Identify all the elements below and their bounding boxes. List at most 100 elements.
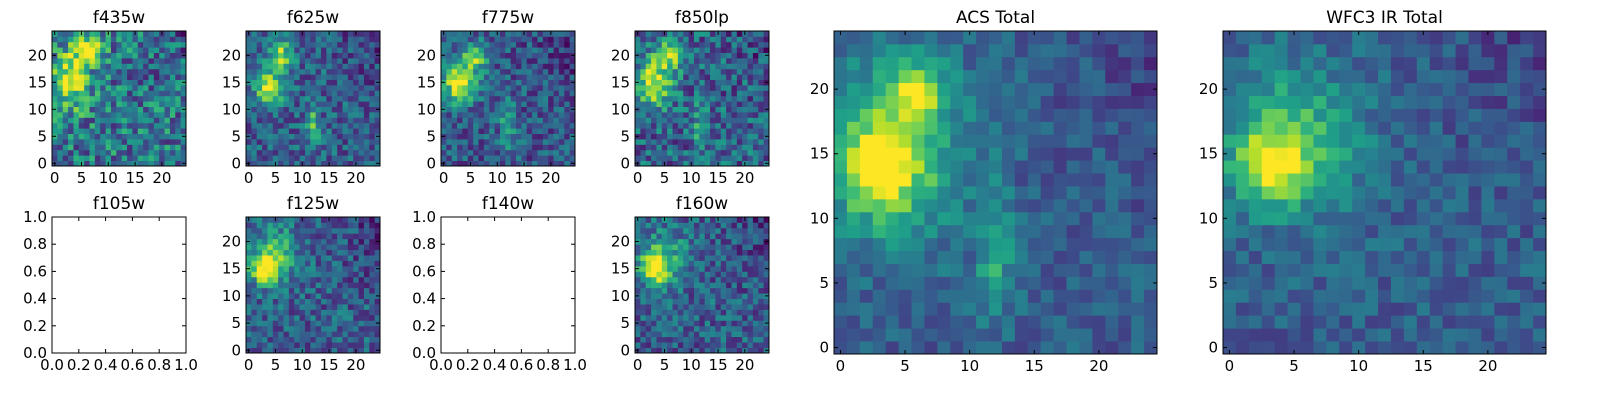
heatmap-cell [337,331,343,338]
heatmap-cell [262,244,268,251]
heatmap-cell [1416,250,1431,264]
heatmap-cell [299,112,306,118]
heatmap-cell [132,52,139,59]
heatmap-cell [683,304,689,310]
heatmap-cell [859,211,874,226]
heatmap-cell [278,117,284,124]
heatmap-cell [278,149,284,156]
heatmap-cell [105,133,112,140]
heatmap-cell [715,342,722,348]
heatmap-cell [1079,160,1093,174]
heatmap-cell [137,106,144,113]
heatmap-cell [326,331,333,338]
heatmap-cell [1027,276,1042,290]
heatmap-cell [548,58,554,64]
heatmap-cell [726,155,732,161]
heatmap-cell [1040,43,1055,58]
heatmap-cell [116,128,123,134]
heatmap-cell [127,133,133,140]
heatmap-cell [548,122,554,129]
heatmap-cell [363,238,370,245]
heatmap-cell [358,249,365,256]
heatmap-cell [132,149,139,156]
heatmap-cell [57,36,64,43]
heatmap-cell [704,79,711,86]
heatmap-cell [859,186,874,200]
heatmap-cell [78,128,85,134]
heatmap-cell [116,52,123,59]
heatmap-cell [272,293,279,299]
heatmap-cell [1378,315,1392,329]
heatmap-cell [299,63,306,70]
heatmap-cell [1131,263,1145,277]
heatmap-cell [374,309,381,316]
heatmap-cell [94,133,101,140]
heatmap-cell [483,144,490,151]
heatmap-cells [52,31,187,167]
heatmap-cell [1144,95,1158,109]
heatmap-cell [251,79,258,86]
heatmap-cell [251,320,258,327]
heatmap-cell [672,106,679,113]
heatmap-cell [661,63,668,70]
heatmap-cell [989,108,1003,122]
heatmap-cell [885,43,899,58]
heatmap-cell [73,139,80,145]
heatmap-cell [310,58,317,64]
heatmap-cell [478,31,485,37]
heatmap-cell [358,336,365,343]
heatmap-cell [564,106,571,113]
heatmap-cell [1520,289,1534,303]
y-tick-label: 15 [611,73,630,91]
heatmap-cell [747,233,754,240]
heatmap-cell [1339,198,1353,213]
heatmap-cell [710,265,716,272]
heatmap-cell [159,95,165,102]
heatmap-cell [68,52,74,59]
heatmap-cell [1261,341,1276,355]
heatmap-cell [693,271,700,278]
heatmap-cell [347,117,354,124]
heatmap-cell [310,112,317,118]
heatmap-cell [1287,250,1301,264]
heatmap-cell [710,282,716,289]
heatmap-cell [710,74,716,80]
heatmap-cell [374,47,381,53]
heatmap-cell [331,85,338,91]
heatmap-cell [859,56,874,71]
x-tick-label: 20 [541,169,560,187]
heatmap-cell [288,265,295,272]
heatmap-cell [976,263,990,277]
heatmap-cell [331,304,338,310]
heatmap-cell [467,133,474,140]
heatmap-cell [321,342,327,348]
heatmap-cell [667,85,673,91]
heatmap-cell [537,90,544,97]
heatmap-cell [489,128,495,134]
heatmap-cell [143,139,149,145]
heatmap-cell [1235,224,1250,239]
heatmap-cell [651,95,657,102]
heatmap-cell [872,224,887,239]
heatmap-cell [564,160,571,167]
heatmap-cell [473,52,479,59]
heatmap-cell [94,36,101,43]
heatmap-cell [331,331,338,338]
heatmap-cell [526,85,533,91]
heatmap-cell [251,222,258,229]
heatmap-cell [736,133,743,140]
heatmap-cell [137,112,144,118]
x-tick-label: 20 [346,356,365,374]
heatmap-cell [132,95,139,102]
heatmap-cell [294,47,300,53]
heatmap-cell [294,238,300,245]
heatmap-cell [553,122,560,129]
heatmap-cell [667,68,673,75]
heatmap-cell [683,112,689,118]
heatmap-cell [153,47,160,53]
heatmap-cell [369,233,376,240]
heatmap-cell [537,149,544,156]
x-tick-label: 5 [77,169,87,187]
heatmap-cell [1429,328,1444,342]
heatmap-cell [720,63,727,70]
